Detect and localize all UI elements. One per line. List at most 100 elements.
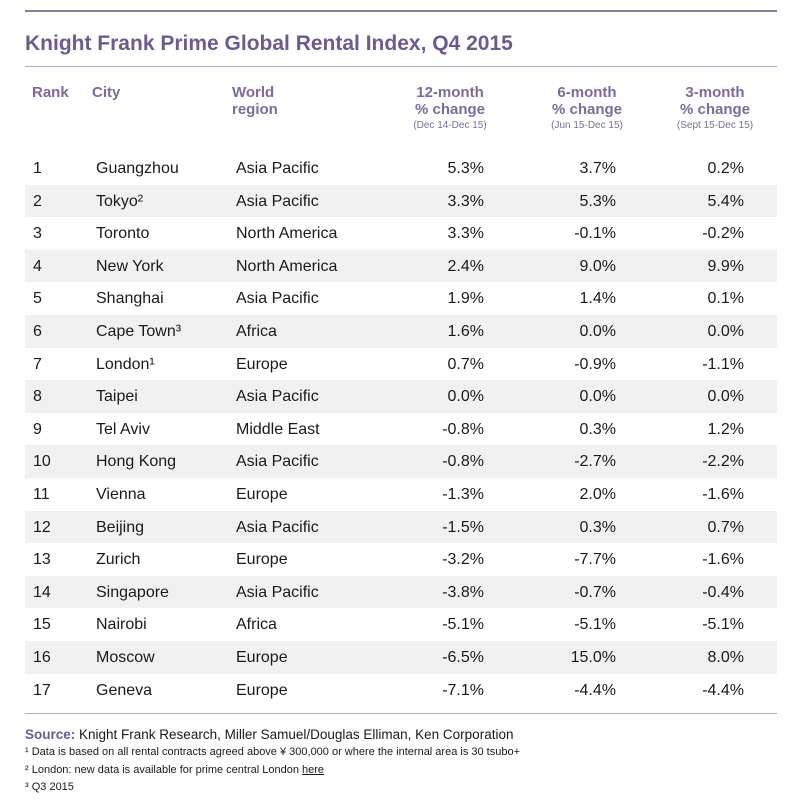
table-row: 14 Singapore Asia Pacific -3.8% -0.7% -0.4%: [25, 575, 777, 609]
footnote-2: ² London: new data is available for prim…: [25, 764, 325, 776]
6-month-change-cell: 2.0%: [579, 485, 616, 503]
column-subheader-12-month: (Dec 14-Dec 15): [413, 120, 487, 131]
6-month-change-cell: 3.7%: [579, 160, 616, 177]
table-row: 6 Cape Town³ Africa 1.6% 0.0% 0.0%: [25, 314, 777, 348]
city-cell: Beijing: [96, 518, 145, 536]
city-cell: Cape Town³: [96, 322, 182, 340]
3-month-change-cell: -4.4%: [702, 681, 744, 699]
3-month-change-cell: -1.1%: [702, 355, 744, 373]
6-month-change-cell: -4.4%: [574, 681, 616, 699]
region-cell: Middle East: [236, 420, 320, 438]
source-text: Knight Frank Research, Miller Samuel/Dou…: [75, 727, 514, 742]
12-month-change-cell: 2.4%: [447, 257, 484, 275]
rank-cell: 11: [33, 485, 50, 503]
12-month-change-cell: -3.2%: [442, 551, 484, 569]
column-header-region: World region: [232, 84, 278, 118]
region-cell: Asia Pacific: [236, 453, 319, 471]
12-month-change-cell: -0.8%: [442, 453, 484, 471]
3-month-change-cell: 5.4%: [707, 192, 744, 210]
6-month-change-cell: -0.1%: [574, 225, 616, 243]
3-month-change-cell: 0.0%: [707, 322, 744, 340]
12-month-change-cell: 1.9%: [447, 290, 484, 308]
column-header-rank: Rank: [32, 84, 69, 101]
rank-cell: 13: [33, 551, 51, 569]
rank-cell: 6: [33, 322, 42, 340]
rank-cell: 17: [33, 681, 51, 699]
12-month-change-cell: -0.8%: [442, 420, 484, 438]
12-month-change-cell: 0.0%: [447, 388, 484, 406]
city-cell: Tokyo²: [96, 192, 144, 210]
3-month-change-cell: 0.0%: [707, 388, 744, 406]
rank-cell: 10: [33, 453, 51, 471]
12-month-change-cell: -1.3%: [442, 485, 484, 503]
rank-cell: 9: [33, 420, 42, 438]
12-month-change-cell: -3.8%: [442, 583, 484, 601]
6-month-change-cell: 0.3%: [579, 518, 616, 536]
region-cell: Europe: [236, 551, 288, 569]
table-row: 13 Zurich Europe -3.2% -7.7% -1.6%: [25, 543, 777, 576]
column-header-3-month: 3-month% change (Sept 15-Dec 15): [655, 84, 775, 133]
rank-cell: 1: [33, 160, 42, 177]
region-cell: Europe: [236, 355, 288, 373]
column-subheader-3-month: (Sept 15-Dec 15): [676, 120, 754, 131]
table-row: 1 Guangzhou Asia Pacific 5.3% 3.7% 0.2%: [25, 152, 777, 185]
city-cell: Hong Kong: [96, 453, 177, 471]
table-row: 12 Beijing Asia Pacific -1.5% 0.3% 0.7%: [25, 510, 777, 544]
6-month-change-cell: 9.0%: [579, 257, 616, 275]
table-row: 8 Taipei Asia Pacific 0.0% 0.0% 0.0%: [25, 380, 777, 413]
12-month-change-cell: 0.7%: [447, 355, 484, 373]
12-month-change-cell: 3.3%: [447, 225, 484, 243]
region-cell: Asia Pacific: [236, 388, 319, 406]
footnote-1: ¹ Data is based on all rental contracts …: [25, 746, 521, 758]
12-month-change-cell: -5.1%: [442, 616, 484, 634]
city-cell: Toronto: [96, 225, 150, 243]
3-month-change-cell: 0.7%: [707, 518, 744, 536]
city-cell: Zurich: [96, 551, 141, 569]
city-cell: Vienna: [96, 485, 146, 503]
6-month-change-cell: 15.0%: [570, 648, 616, 666]
rank-cell: 2: [33, 192, 42, 210]
rank-cell: 4: [33, 257, 42, 275]
source-label: Source:: [25, 727, 76, 742]
source-note: Source: Knight Frank Research, Miller Sa…: [25, 727, 513, 742]
column-subheader-6-month: (Jun 15-Dec 15): [551, 120, 623, 131]
here-link[interactable]: here: [302, 764, 325, 776]
region-cell: Asia Pacific: [236, 518, 319, 536]
region-cell: Asia Pacific: [236, 583, 319, 601]
table-row: 11 Vienna Europe -1.3% 2.0% -1.6%: [25, 478, 777, 511]
header-divider: [25, 66, 777, 67]
3-month-change-cell: 8.0%: [707, 648, 744, 666]
6-month-change-cell: -2.7%: [574, 453, 616, 471]
6-month-change-cell: 0.3%: [579, 420, 616, 438]
6-month-change-cell: -5.1%: [574, 616, 616, 634]
3-month-change-cell: -1.6%: [702, 485, 744, 503]
6-month-change-cell: -0.7%: [574, 583, 616, 601]
12-month-change-cell: 1.6%: [447, 322, 484, 340]
3-month-change-cell: -5.1%: [702, 616, 744, 634]
region-cell: North America: [236, 225, 338, 243]
city-cell: Geneva: [96, 681, 153, 699]
city-cell: Moscow: [96, 648, 155, 666]
region-cell: Africa: [236, 322, 277, 340]
3-month-change-cell: 0.2%: [707, 160, 744, 177]
footer-divider: [25, 713, 777, 714]
footnote-3: ³ Q3 2015: [25, 781, 74, 793]
table-row: 15 Nairobi Africa -5.1% -5.1% -5.1%: [25, 608, 777, 641]
city-cell: Taipei: [96, 388, 138, 406]
rank-cell: 14: [33, 583, 51, 601]
12-month-change-cell: -7.1%: [442, 681, 484, 699]
table-row: 7 London¹ Europe 0.7% -0.9% -1.1%: [25, 348, 777, 381]
rank-cell: 12: [33, 518, 51, 536]
12-month-change-cell: 3.3%: [447, 192, 484, 210]
12-month-change-cell: -1.5%: [442, 518, 484, 536]
table-row: 10 Hong Kong Asia Pacific -0.8% -2.7% -2.2%: [25, 445, 777, 478]
region-cell: Asia Pacific: [236, 160, 319, 177]
3-month-change-cell: 0.1%: [707, 290, 744, 308]
6-month-change-cell: 5.3%: [579, 192, 616, 210]
6-month-change-cell: -0.9%: [574, 355, 616, 373]
3-month-change-cell: -2.2%: [702, 453, 744, 471]
3-month-change-cell: -0.4%: [702, 583, 744, 601]
region-cell: Europe: [236, 485, 288, 503]
column-header-city: City: [92, 84, 121, 101]
region-cell: Asia Pacific: [236, 192, 319, 210]
